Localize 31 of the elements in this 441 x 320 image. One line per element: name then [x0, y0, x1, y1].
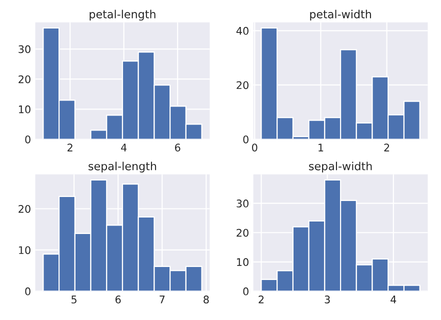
x-tick-label: 6	[116, 296, 121, 304]
x-tick-label: 3	[324, 296, 330, 304]
x-tick-label: 6	[175, 144, 180, 152]
x-tick-label: 0	[252, 144, 258, 152]
y-tick-label: 20	[236, 81, 248, 90]
y-tick-label: 10	[237, 258, 248, 266]
x-tick-label: 8	[204, 296, 209, 304]
x-tick-label: 2	[68, 144, 72, 152]
y-tick-label: 10	[19, 105, 30, 114]
x-tick-label: 4	[121, 144, 127, 152]
y-tick-label: 30	[236, 200, 248, 208]
chart-title: sepal-length	[88, 162, 156, 172]
y-tick-label: 0	[25, 287, 30, 296]
x-tick-label: 5	[72, 296, 76, 304]
x-tick-label: 2	[258, 296, 264, 304]
y-tick-label: 0	[25, 135, 30, 144]
x-tick-label: 4	[390, 296, 396, 304]
y-tick-label: 20	[236, 228, 248, 237]
chart-title: petal-length	[90, 10, 156, 21]
x-tick-label: 2	[384, 144, 390, 152]
y-tick-label: 0	[243, 135, 248, 144]
x-tick-label: 1	[318, 144, 324, 152]
y-tick-label: 30	[18, 45, 30, 54]
x-tick-label: 7	[160, 296, 165, 304]
y-tick-label: 40	[236, 26, 248, 35]
chart-title: petal-width	[310, 10, 371, 21]
y-tick-label: 20	[18, 204, 30, 213]
y-tick-label: 20	[18, 75, 30, 84]
y-tick-label: 10	[19, 246, 30, 254]
chart-title: sepal-width	[309, 162, 372, 172]
y-tick-label: 0	[243, 287, 248, 296]
